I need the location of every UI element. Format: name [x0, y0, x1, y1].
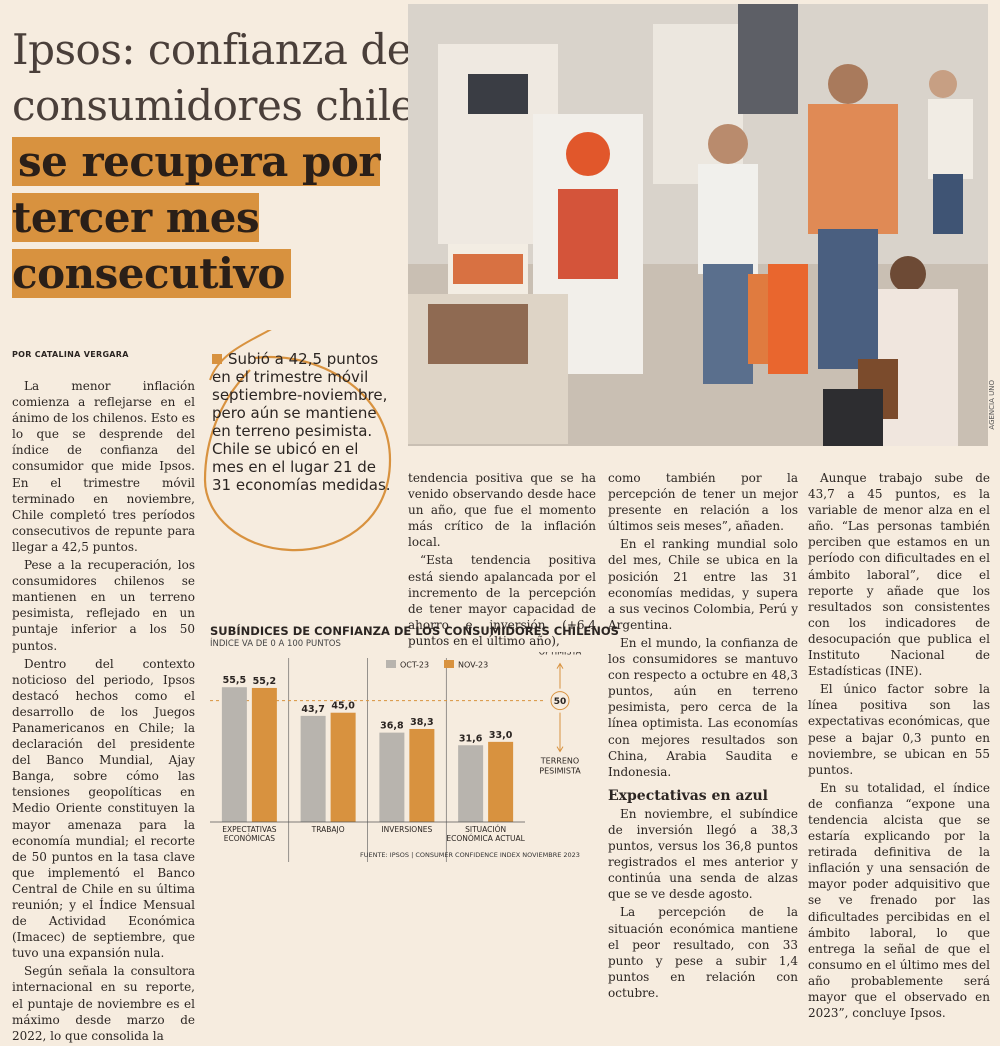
callout-text: Subió a 42,5 puntos en el trimestre móvi…: [212, 350, 391, 494]
legend-label: OCT-23: [400, 661, 429, 670]
paragraph: “Esta tendencia positiva está siendo apa…: [408, 553, 596, 648]
category-label: ECONÓMICAS: [224, 834, 275, 843]
paragraph: Según señala la consultora internacional…: [12, 964, 195, 1043]
reference-above-label-2: OPTIMISTA: [539, 652, 582, 657]
data-label: 45,0: [331, 701, 355, 712]
headline-highlight: se recupera por tercer mes consecutivo: [12, 137, 381, 298]
legend-label: NOV-23: [458, 661, 488, 670]
bar: [379, 732, 405, 822]
paragraph: La percepción de la situación económica …: [608, 905, 798, 1000]
reference-value: 50: [554, 697, 567, 707]
paragraph: tendencia positiva que se ha venido obse…: [408, 471, 596, 550]
bar: [221, 687, 247, 822]
category-label: INVERSIONES: [381, 825, 432, 834]
column-1: La menor inflación comienza a reflejarse…: [12, 378, 195, 1046]
chart: SUBÍNDICES DE CONFIANZA DE LOS CONSUMIDO…: [210, 624, 619, 864]
arrow-down-head: [556, 746, 564, 753]
category-label: ECONÓMICA ACTUAL: [446, 834, 525, 843]
chart-subtitle: ÍNDICE VA DE 0 A 100 PUNTOS: [210, 639, 341, 649]
bar: [330, 712, 356, 822]
paragraph: En el ranking mundial solo del mes, Chil…: [608, 537, 798, 632]
bar: [409, 728, 435, 822]
chart-title: SUBÍNDICES DE CONFIANZA DE LOS CONSUMIDO…: [210, 624, 619, 638]
paragraph: La menor inflación comienza a reflejarse…: [12, 379, 195, 554]
bar: [300, 715, 326, 822]
chart-source: FUENTE: IPSOS | CONSUMER CONFIDENCE INDE…: [360, 851, 580, 859]
paragraph: En noviembre, el subíndice de inversión …: [608, 806, 798, 902]
legend-swatch: [444, 660, 454, 668]
data-label: 55,2: [253, 676, 276, 687]
bar: [458, 745, 484, 822]
reference-marker: [550, 691, 570, 711]
data-label: 33,0: [489, 730, 513, 741]
arrow-up-head: [556, 662, 564, 669]
data-label: 55,5: [223, 675, 246, 686]
category-label: TRABAJO: [311, 825, 345, 834]
photo-credit: AGENCIA UNO: [988, 380, 996, 430]
paragraph: Aunque trabajo sube de 43,7 a 45 puntos,…: [808, 471, 990, 679]
column-4: Aunque trabajo sube de 43,7 a 45 puntos,…: [808, 470, 990, 1023]
legend-swatch: [386, 660, 396, 668]
reference-below-label-2: PESIMISTA: [539, 767, 581, 776]
paragraph: Dentro del contexto noticioso del period…: [12, 656, 195, 961]
news-photo: [408, 4, 988, 446]
column-2: tendencia positiva que se ha venido obse…: [408, 470, 596, 651]
column-3: como también por la percepción de tener …: [608, 470, 798, 1003]
chart-plot: OCT-23NOV-2350TERRENOOPTIMISTATERRENOPES…: [210, 652, 582, 862]
bar: [251, 687, 277, 822]
paragraph: El único factor sobre la línea positiva …: [808, 682, 990, 777]
subheading: Expectativas en azul: [608, 787, 769, 804]
data-label: 43,7: [301, 704, 324, 715]
paragraph: como también por la percepción de tener …: [608, 471, 798, 534]
reference-below-label-1: TERRENO: [540, 757, 579, 766]
byline: POR CATALINA VERGARA: [12, 350, 129, 359]
data-label: 38,3: [410, 717, 433, 728]
paragraph: Pese a la recuperación, los consumidores…: [12, 558, 195, 653]
paragraph: En su totalidad, el índice de confianza …: [808, 780, 990, 1021]
bar: [488, 741, 514, 822]
paragraph: En el mundo, la confianza de los consumi…: [608, 635, 798, 779]
data-label: 36,8: [380, 721, 404, 732]
callout: Subió a 42,5 puntos en el trimestre móvi…: [212, 350, 392, 494]
data-label: 31,6: [459, 733, 483, 744]
category-label: SITUACIÓN: [465, 825, 506, 834]
bullet-square-icon: [212, 354, 222, 364]
category-label: EXPECTATIVAS: [222, 825, 276, 834]
